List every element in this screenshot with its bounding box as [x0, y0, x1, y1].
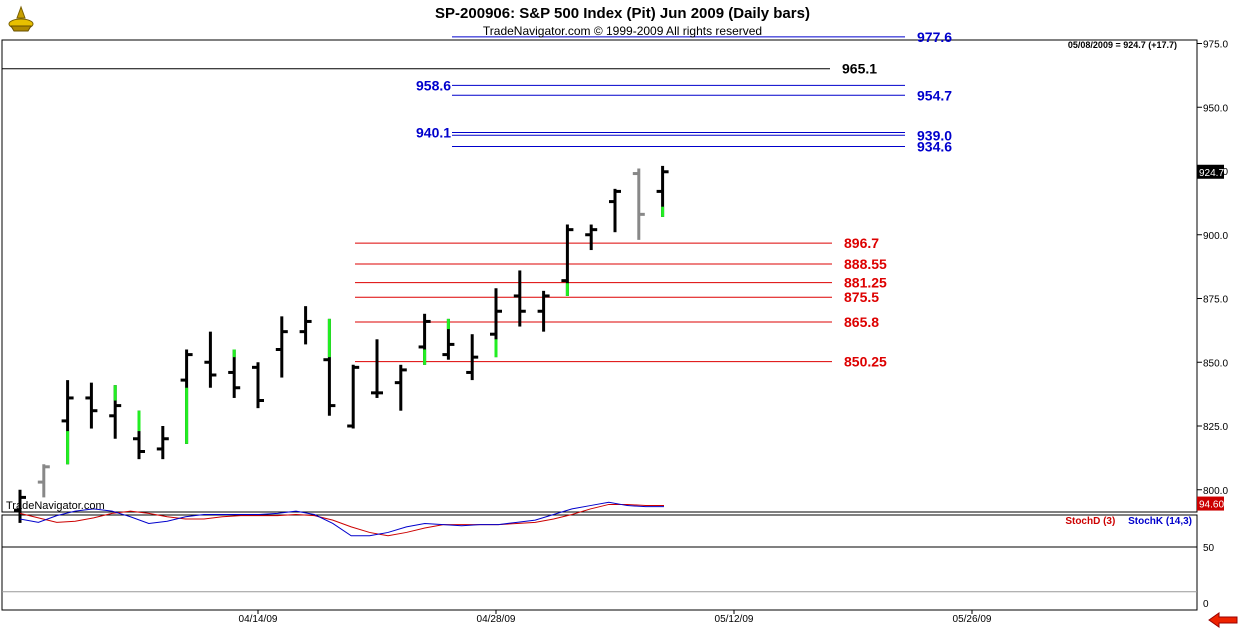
level-label: 940.1 — [416, 124, 451, 140]
main-panel-border — [1, 39, 1198, 513]
level-label: 939.0 — [917, 127, 952, 143]
last-price-label: 924.7 — [1199, 168, 1224, 179]
date-axis: 04/14/09 04/28/09 05/12/09 05/26/09 — [239, 610, 992, 625]
level-label: 865.8 — [844, 314, 879, 330]
scroll-left-arrow-icon[interactable] — [1207, 612, 1239, 628]
stoch-tick-label: 0 — [1203, 599, 1209, 610]
legend-stoch-k: StochK (14,3) — [1128, 516, 1192, 527]
stochastic-legend: StochD (3) StochK (14,3) — [1055, 516, 1192, 527]
stoch-last-marker — [1197, 496, 1224, 511]
stoch-d-line — [19, 503, 664, 537]
price-tick-label: 825.0 — [1203, 422, 1228, 433]
date-tick-label: 04/28/09 — [477, 614, 516, 625]
last-price-marker — [1197, 164, 1224, 179]
level-label: 881.25 — [844, 275, 887, 291]
copyright-text: TradeNavigator.com © 1999-2009 All right… — [482, 24, 763, 38]
stoch-last-label: 94.60 — [1199, 500, 1224, 511]
price-tick-label: 875.0 — [1203, 295, 1228, 306]
level-label: 888.55 — [844, 256, 887, 272]
level-label: 875.5 — [844, 289, 879, 305]
stochastic-panel: 50 0 94.60 — [19, 496, 1224, 610]
price-tick-label: 975.0 — [1203, 40, 1228, 51]
chart-frame — [1, 39, 1198, 611]
price-tick-label: 850.0 — [1203, 358, 1228, 369]
level-label: 958.6 — [416, 77, 451, 93]
price-tick-label: 900.0 — [1203, 231, 1228, 242]
price-tick-label: 800.0 — [1203, 486, 1228, 497]
watermark-text: TradeNavigator.com — [6, 500, 105, 512]
level-label: 977.6 — [917, 29, 952, 45]
date-tick-label: 05/26/09 — [953, 614, 992, 625]
price-axis: 975.0950.0925.0900.0875.0850.0825.0800.0… — [1197, 40, 1228, 497]
level-label: 850.25 — [844, 354, 887, 370]
level-label: 934.6 — [917, 139, 952, 155]
legend-stoch-d: StochD (3) — [1065, 516, 1116, 527]
price-bars — [14, 165, 669, 523]
date-tick-label: 04/14/09 — [239, 614, 278, 625]
level-label: 896.7 — [844, 235, 879, 251]
level-label: 954.7 — [917, 87, 952, 103]
tradenavigator-logo-icon — [6, 4, 36, 34]
stoch-k-line — [19, 501, 664, 537]
level-label: 965.1 — [842, 61, 877, 77]
date-tick-label: 05/12/09 — [715, 614, 754, 625]
stoch-tick-label: 50 — [1203, 543, 1215, 554]
chart-title: SP-200906: S&P 500 Index (Pit) Jun 2009 … — [435, 5, 810, 22]
stochastic-panel-border — [1, 514, 1198, 611]
price-tick-label: 950.0 — [1203, 103, 1228, 114]
last-price-status: 05/08/2009 = 924.7 (+17.7) — [1067, 40, 1177, 50]
